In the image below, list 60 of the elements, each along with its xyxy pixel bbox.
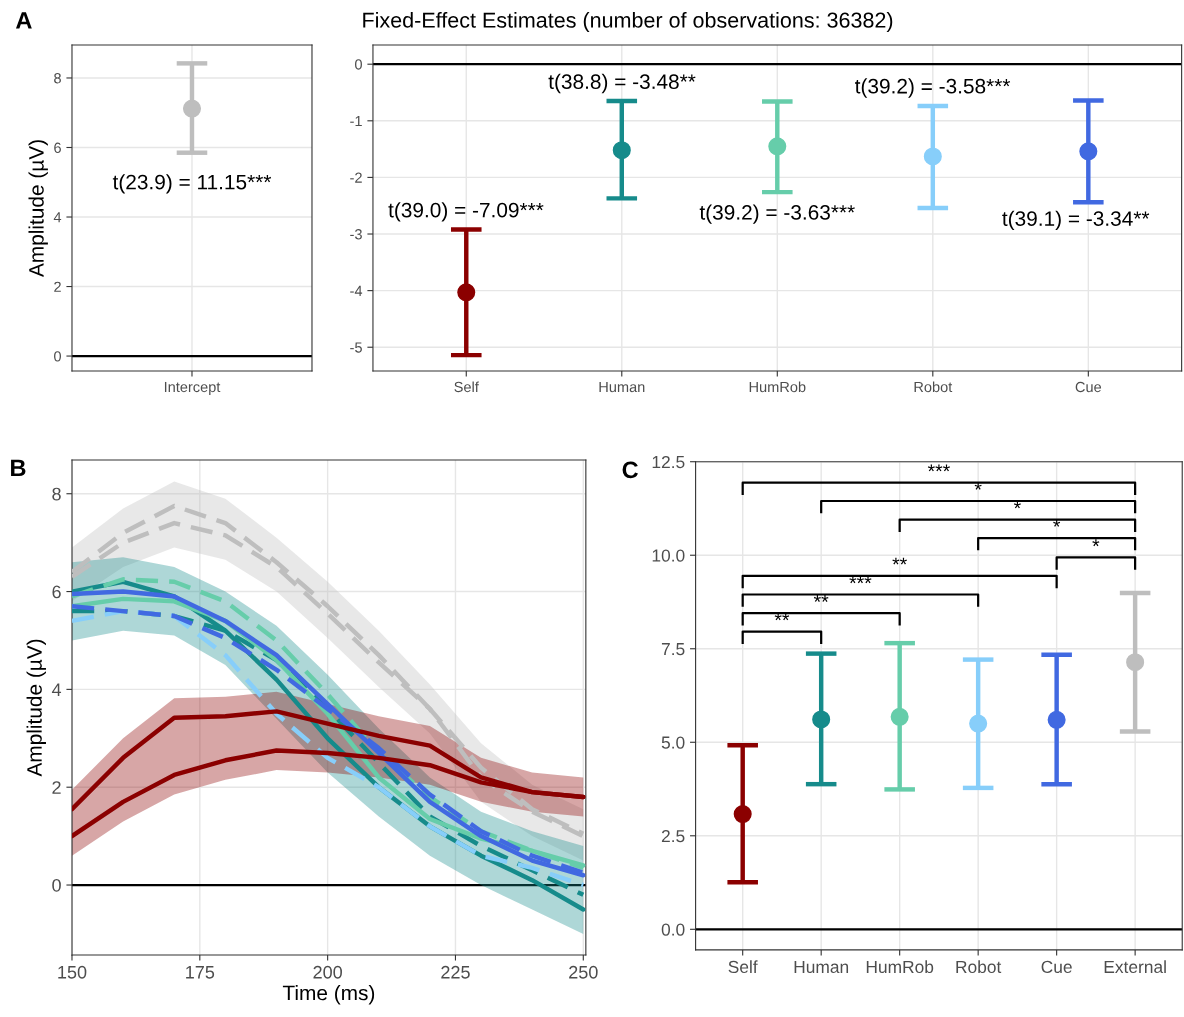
annotation: * [1053, 519, 1061, 527]
text: A [15, 12, 32, 29]
x-tick-label: Human [599, 381, 645, 393]
y-tick-label: 4 [53, 212, 62, 223]
y-tick-label: 0 [355, 59, 362, 70]
y-tick-label: 4 [51, 683, 62, 696]
text: B [11, 459, 26, 476]
annotation: * [1092, 539, 1100, 547]
annotation: *** [849, 576, 872, 584]
x-tick-label: Self [728, 960, 758, 974]
annotation: t(39.2) = -3.58*** [855, 78, 1011, 98]
x-tick-label: Cue [1041, 960, 1072, 974]
annotation: ** [892, 557, 907, 565]
y-tick-label: 2 [52, 781, 61, 794]
x-tick-label: Cue [1075, 381, 1102, 393]
x-tick-label: 225 [441, 965, 470, 979]
y-axis-title: Amplitude (µV) [28, 140, 48, 278]
y-tick-label: 6 [54, 142, 61, 153]
annotation: ** [774, 613, 790, 621]
y-tick-label: 8 [54, 73, 61, 84]
x-tick-label: Self [454, 381, 479, 393]
y-tick-label: 2.5 [661, 829, 685, 843]
y-tick-label: 0.0 [661, 923, 685, 936]
y-tick-label: -5 [350, 342, 362, 353]
y-tick-label: 5.0 [661, 736, 685, 749]
annotation: t(39.2) = -3.63*** [699, 204, 855, 224]
x-tick-label: Human [794, 960, 849, 974]
y-tick-label: 10.0 [652, 549, 685, 562]
y-tick-label: 12.5 [652, 455, 685, 469]
x-tick-label: Robot [956, 960, 1002, 974]
y-tick-label: -2 [350, 172, 362, 183]
y-tick-label: 8 [52, 487, 61, 501]
y-axis-title: Amplitude (µV) [26, 639, 46, 777]
annotation: t(38.8) = -3.48** [548, 73, 696, 94]
x-tick-label: Intercept [164, 381, 221, 396]
y-tick-label: -3 [350, 229, 362, 240]
annotation: t(23.9) = 11.15*** [112, 174, 272, 194]
annotation: t(39.1) = -3.34** [1002, 210, 1150, 231]
x-tick-label: External [1104, 960, 1166, 974]
y-tick-label: 7.5 [661, 643, 685, 656]
x-tick-label: HumRob [749, 381, 806, 393]
x-tick-label: HumRob [866, 960, 934, 974]
chart-title: Fixed-Effect Estimates (number of observations: 36382) [363, 11, 893, 33]
x-axis-title: Time (ms) [282, 984, 375, 1005]
x-tick-label: 150 [58, 965, 87, 979]
x-tick-label: Robot [914, 381, 953, 393]
annotation: * [974, 482, 982, 490]
y-tick-label: 6 [52, 585, 61, 599]
x-tick-label: 250 [569, 965, 598, 979]
y-tick-label: 0 [52, 878, 61, 892]
y-tick-label: 2 [54, 281, 61, 292]
annotation: *** [927, 464, 950, 472]
x-tick-label: 200 [313, 965, 342, 979]
annotation: ** [813, 595, 829, 602]
x-tick-label: 175 [186, 966, 215, 979]
y-tick-label: 0 [54, 351, 61, 362]
text: C [622, 461, 639, 479]
y-tick-label: -1 [350, 116, 362, 127]
y-tick-label: -4 [350, 285, 363, 296]
annotation: t(39.0) = -7.09*** [388, 202, 544, 222]
